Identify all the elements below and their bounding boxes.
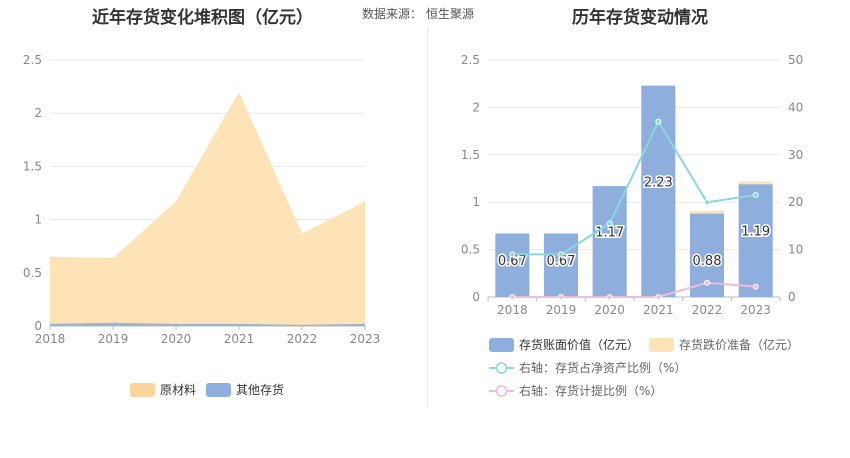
left-x-tick-label: 2023 — [350, 332, 381, 346]
bar-value-label: 1.19 — [741, 225, 770, 240]
left-y-tick-label: 1.5 — [23, 159, 42, 173]
left-y-tick-label: 0.5 — [23, 266, 42, 280]
right-y-tick-label: 2 — [472, 100, 480, 114]
bar-impairment — [738, 181, 773, 185]
bar-impairment — [689, 210, 725, 214]
right-x-tick-label: 2022 — [692, 303, 723, 317]
legend-label-other-inventory: 其他存货 — [236, 382, 284, 397]
provision-ratio-point — [704, 279, 710, 286]
left-x-tick-label: 2018 — [35, 332, 66, 346]
bar-value-label: 2.23 — [644, 175, 673, 190]
legend-label-raw-material: 原材料 — [160, 383, 196, 397]
legend-label-provision-ratio: 右轴：存货计提比例（%） — [519, 383, 662, 398]
legend-swatch-impairment — [649, 338, 674, 352]
data-source-label: 数据来源： — [362, 7, 423, 21]
legend-label-book-value: 存货账面价值（亿元） — [519, 337, 639, 352]
panel-divider — [427, 28, 428, 408]
net-asset-ratio-point — [704, 199, 710, 206]
data-source-value: 恒生聚源 — [426, 7, 475, 21]
net-asset-ratio-point — [558, 251, 564, 258]
bar-book-value — [738, 184, 773, 297]
right-x-tick-label: 2019 — [546, 303, 577, 317]
net-asset-ratio-point — [655, 118, 662, 125]
right-y-tick-label: 0.5 — [461, 243, 480, 257]
provision-ratio-point — [752, 283, 759, 290]
net-asset-ratio-point — [752, 192, 759, 199]
left-y-tick-label: 2.5 — [23, 53, 42, 67]
legend-marker-provision-ratio — [495, 385, 508, 397]
right-x-tick-label: 2021 — [643, 303, 674, 317]
right-x-tick-label: 2020 — [594, 303, 625, 317]
bar-book-value — [592, 186, 627, 297]
right-chart-title: 历年存货变动情况 — [572, 8, 708, 28]
bar-book-value — [495, 233, 530, 297]
right-y2-tick-label: 20 — [788, 195, 803, 209]
provision-ratio-point — [558, 294, 564, 300]
provision-ratio-point — [509, 294, 516, 300]
right-y-tick-label: 2.5 — [461, 53, 480, 67]
right-x-tick-label: 2023 — [740, 303, 771, 317]
legend-swatch-book-value — [489, 338, 514, 352]
right-y2-tick-label: 10 — [788, 243, 803, 257]
right-y2-tick-label: 40 — [788, 100, 803, 114]
net-asset-ratio-line — [512, 119, 756, 256]
right-y2-tick-label: 50 — [788, 53, 803, 67]
provision-ratio-point — [655, 294, 662, 300]
bar-value-label: 1.17 — [595, 226, 624, 241]
left-x-tick-label: 2022 — [287, 332, 318, 346]
right-y-tick-label: 1.5 — [461, 148, 480, 162]
left-y-tick-label: 0 — [34, 319, 42, 333]
bar-value-label: 0.67 — [547, 254, 576, 269]
left-y-tick-label: 2 — [34, 106, 42, 120]
area-other-inventory — [50, 322, 365, 326]
net-asset-ratio-point — [509, 251, 516, 258]
right-y-tick-label: 1 — [472, 195, 480, 209]
bar-book-value — [543, 233, 579, 297]
left-y-tick-label: 1 — [34, 213, 42, 227]
legend-swatch-other-inventory — [206, 383, 231, 397]
area-raw-material — [50, 91, 365, 326]
data-source: 数据来源： 恒生聚源 — [362, 5, 474, 22]
left-chart-title: 近年存货变化堆积图（亿元） — [92, 8, 313, 28]
left-x-tick-label: 2021 — [224, 332, 255, 346]
right-y2-tick-label: 30 — [788, 148, 803, 162]
legend-marker-net-asset-ratio — [495, 362, 508, 374]
bar-value-label: 0.67 — [498, 254, 527, 269]
left-x-tick-label: 2019 — [98, 332, 129, 346]
left-x-tick-label: 2020 — [161, 332, 192, 346]
bar-book-value — [641, 85, 676, 297]
right-y2-tick-label: 0 — [788, 290, 796, 304]
right-y-tick-label: 0 — [472, 290, 480, 304]
provision-ratio-point — [606, 294, 613, 300]
provision-ratio-line — [512, 281, 756, 298]
legend-label-impairment: 存货跌价准备（亿元） — [679, 337, 799, 352]
legend-label-net-asset-ratio: 右轴：存货占净资产比例（%） — [519, 360, 686, 375]
right-x-tick-label: 2018 — [497, 303, 528, 317]
net-asset-ratio-point — [606, 220, 613, 227]
bar-value-label: 0.88 — [693, 254, 722, 269]
legend-swatch-raw-material — [130, 383, 155, 397]
